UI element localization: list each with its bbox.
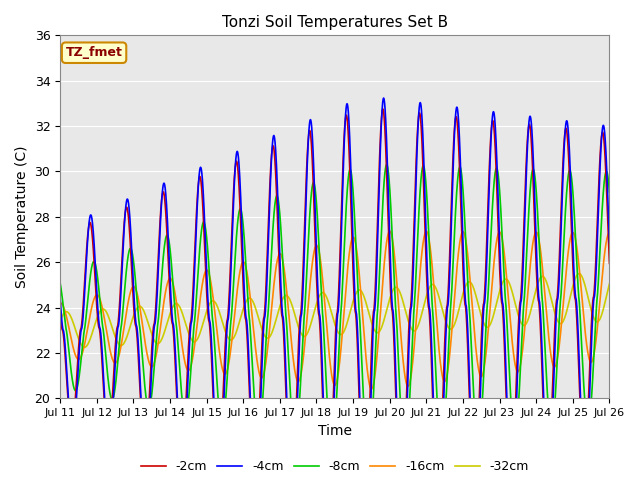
-16cm	[174, 310, 182, 315]
-2cm	[605, 257, 613, 263]
-8cm	[388, 241, 396, 247]
X-axis label: Time: Time	[318, 424, 352, 438]
-32cm	[605, 281, 613, 287]
-16cm	[554, 355, 561, 360]
-8cm	[398, 430, 406, 436]
-8cm	[605, 187, 613, 193]
-8cm	[174, 340, 182, 346]
-16cm	[56, 300, 64, 306]
-32cm	[81, 344, 88, 350]
Text: TZ_fmet: TZ_fmet	[66, 46, 122, 59]
-2cm	[605, 261, 613, 266]
-4cm	[605, 236, 613, 241]
-16cm	[605, 230, 613, 236]
-32cm	[388, 288, 396, 294]
-16cm	[605, 230, 613, 236]
Line: -2cm: -2cm	[60, 109, 609, 480]
-16cm	[398, 348, 406, 354]
Line: -4cm: -4cm	[60, 98, 609, 480]
-32cm	[554, 317, 561, 323]
-32cm	[605, 281, 613, 287]
-4cm	[388, 306, 396, 312]
-8cm	[364, 456, 372, 461]
-16cm	[367, 386, 375, 392]
-16cm	[386, 228, 394, 234]
Line: -8cm: -8cm	[60, 165, 609, 458]
-32cm	[210, 298, 218, 304]
-32cm	[56, 318, 64, 324]
-16cm	[388, 238, 396, 243]
Legend: -2cm, -4cm, -8cm, -16cm, -32cm: -2cm, -4cm, -8cm, -16cm, -32cm	[136, 456, 534, 479]
-4cm	[174, 407, 182, 412]
-8cm	[383, 162, 390, 168]
-4cm	[380, 95, 387, 101]
-32cm	[398, 295, 406, 301]
-32cm	[174, 301, 182, 307]
-2cm	[174, 417, 182, 423]
Line: -16cm: -16cm	[60, 231, 609, 389]
-32cm	[575, 271, 583, 276]
-8cm	[605, 189, 613, 195]
-2cm	[379, 106, 387, 112]
-2cm	[388, 311, 396, 316]
-8cm	[210, 326, 218, 332]
Line: -32cm: -32cm	[60, 274, 609, 347]
-4cm	[210, 389, 218, 395]
-4cm	[554, 297, 561, 302]
-2cm	[554, 291, 561, 297]
Y-axis label: Soil Temperature (C): Soil Temperature (C)	[15, 145, 29, 288]
-2cm	[56, 308, 64, 314]
-4cm	[605, 240, 613, 246]
-2cm	[210, 403, 218, 409]
-16cm	[210, 298, 218, 304]
Title: Tonzi Soil Temperatures Set B: Tonzi Soil Temperatures Set B	[221, 15, 448, 30]
-4cm	[56, 295, 64, 301]
-8cm	[56, 280, 64, 286]
-8cm	[554, 351, 561, 357]
